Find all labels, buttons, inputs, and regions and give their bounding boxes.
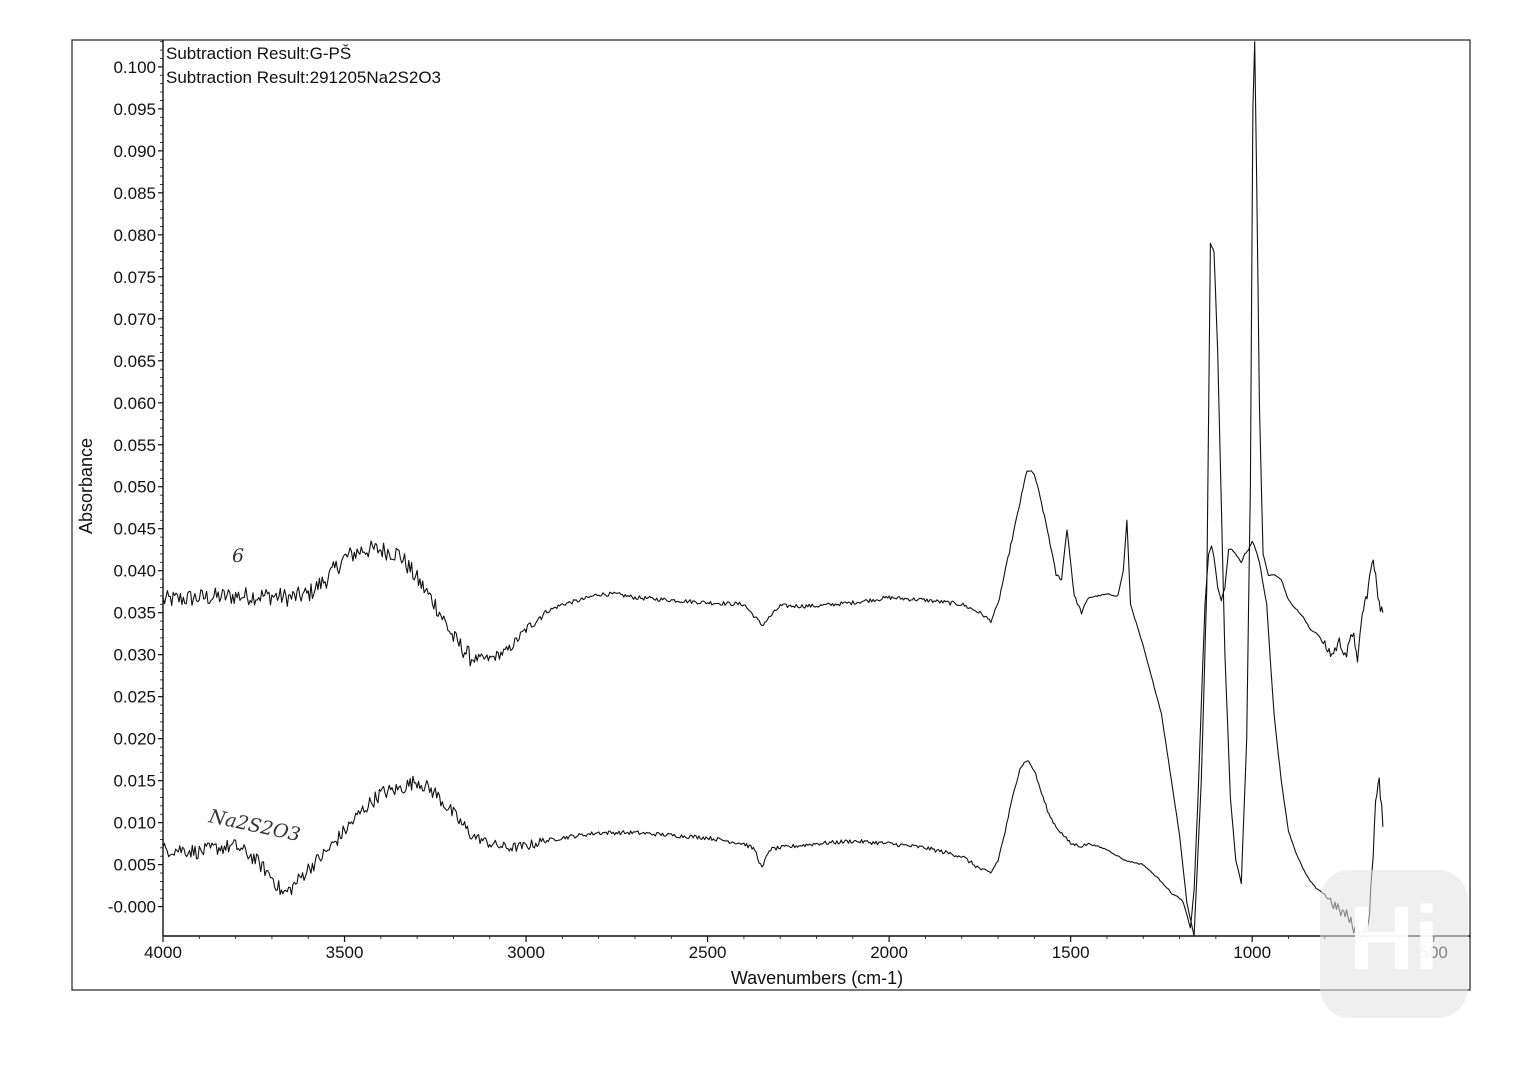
x-axis-ticks: 4000350030002500200015001000500 bbox=[144, 936, 1471, 962]
legend-line-2: Subtraction Result:291205Na2S2O3 bbox=[166, 68, 441, 87]
x-tick-label: 2500 bbox=[689, 943, 727, 962]
legend-line-1: Subtraction Result:G-PŠ bbox=[166, 44, 351, 63]
series-line-g-ps bbox=[162, 41, 1384, 937]
y-tick-label: 0.080 bbox=[113, 226, 156, 245]
y-axis-ticks: -0.000 0.005 0.010 0.015 0.020 0.025 0.030 0.03… bbox=[108, 41, 163, 917]
x-tick-label: 1000 bbox=[1233, 943, 1271, 962]
x-axis-title: Wavenumbers (cm-1) bbox=[731, 968, 903, 988]
y-tick-label: -0.000 bbox=[108, 898, 156, 917]
y-tick-label: 0.015 bbox=[113, 772, 156, 791]
outer-frame bbox=[71, 39, 1471, 991]
y-tick-label: 0.085 bbox=[113, 184, 156, 203]
y-tick-label: 0.095 bbox=[113, 100, 156, 119]
x-tick-label: 3500 bbox=[326, 943, 364, 962]
y-tick-label: 0.030 bbox=[113, 646, 156, 665]
x-tick-label: 1500 bbox=[1052, 943, 1090, 962]
plot-area: -0.000 0.005 0.010 0.015 0.020 0.025 0.030 0.03… bbox=[108, 40, 1471, 962]
y-tick-label: 0.060 bbox=[113, 394, 156, 413]
series-label-6: 6 bbox=[232, 545, 244, 567]
y-tick-label: 0.020 bbox=[113, 730, 156, 749]
watermark-logo: Hi bbox=[1320, 870, 1468, 1018]
series-label-na2s2o3: Na2S2O3 bbox=[206, 805, 302, 846]
y-tick-label: 0.050 bbox=[113, 478, 156, 497]
y-tick-label: 0.055 bbox=[113, 436, 156, 455]
y-tick-label: 0.025 bbox=[113, 688, 156, 707]
x-tick-label: 3000 bbox=[507, 943, 545, 962]
x-tick-label: 2000 bbox=[870, 943, 908, 962]
y-tick-label: 0.065 bbox=[113, 352, 156, 371]
legend-block: Subtraction Result:G-PŠ Subtraction Resu… bbox=[166, 44, 441, 87]
series-line-na2s2o3 bbox=[162, 540, 1384, 937]
y-tick-label: 0.070 bbox=[113, 310, 156, 329]
series-group bbox=[162, 41, 1384, 937]
y-tick-label: 0.010 bbox=[113, 814, 156, 833]
y-tick-label: 0.035 bbox=[113, 604, 156, 623]
y-tick-label: 0.090 bbox=[113, 142, 156, 161]
y-tick-label: 0.075 bbox=[113, 268, 156, 287]
y-tick-label: 0.100 bbox=[113, 58, 156, 77]
y-tick-label: 0.040 bbox=[113, 562, 156, 581]
y-tick-label: 0.045 bbox=[113, 520, 156, 539]
y-tick-label: 0.005 bbox=[113, 856, 156, 875]
x-tick-label: 4000 bbox=[144, 943, 182, 962]
y-axis-title: Absorbance bbox=[76, 438, 96, 534]
